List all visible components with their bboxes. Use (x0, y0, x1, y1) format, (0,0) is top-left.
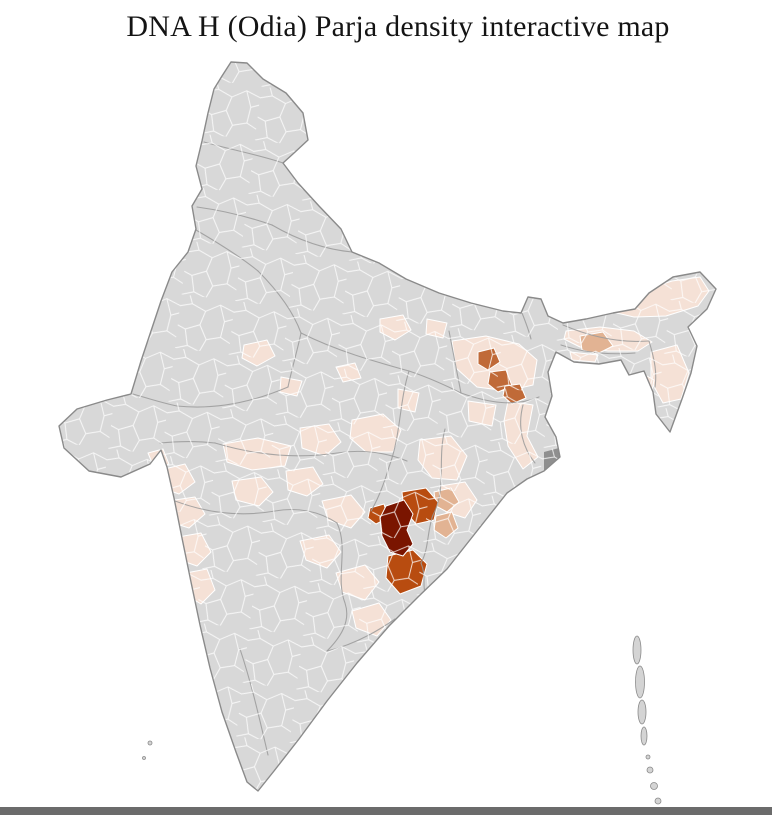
horizontal-scrollbar[interactable] (0, 807, 772, 815)
island[interactable] (654, 797, 662, 805)
island[interactable] (650, 782, 658, 790)
map-title: DNA H (Odia) Parja density interactive m… (126, 10, 670, 43)
island[interactable] (640, 726, 648, 746)
island[interactable] (637, 699, 647, 725)
island[interactable] (142, 756, 146, 760)
island[interactable] (646, 766, 654, 774)
island[interactable] (635, 665, 645, 699)
lakshadweep-islands[interactable] (142, 740, 153, 760)
island[interactable] (632, 635, 642, 665)
island[interactable] (147, 740, 153, 746)
andaman-nicobar-islands[interactable] (632, 635, 662, 805)
island[interactable] (645, 754, 651, 760)
